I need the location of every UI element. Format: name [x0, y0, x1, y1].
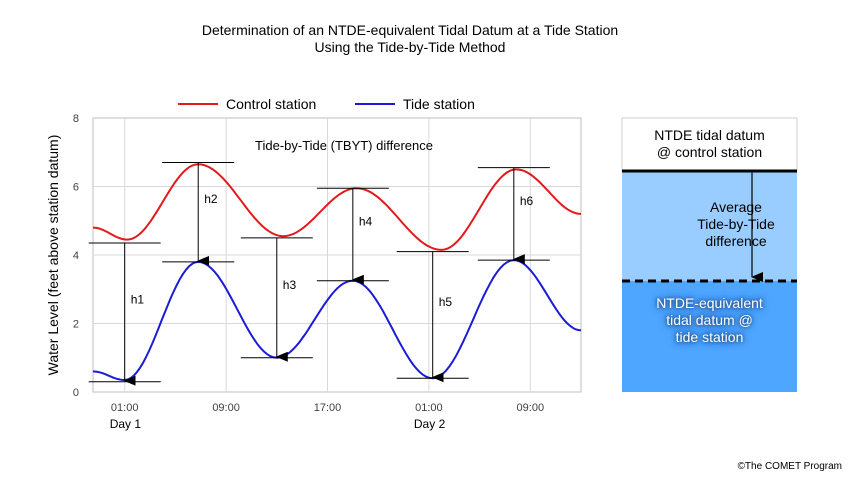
datum-box-bottom-label: NTDE-equivalent tidal datum @ tide stati… [622, 295, 797, 346]
difference-label-h4: h4 [359, 214, 373, 228]
y-tick-label: 0 [73, 387, 79, 399]
x-tick-label: 01:00 [415, 402, 443, 414]
top-label-line2: @ control station [656, 144, 763, 160]
copyright-notice: ©The COMET Program [737, 461, 842, 472]
x-tick-label: 01:00 [111, 402, 139, 414]
chart-title: Determination of an NTDE-equivalent Tida… [201, 22, 619, 38]
day-label: Day 2 [414, 417, 446, 431]
datum-box-bottom [622, 281, 797, 392]
difference-label-h6: h6 [520, 194, 534, 208]
y-tick-label: 2 [73, 319, 79, 331]
difference-label-h3: h3 [283, 278, 297, 292]
legend-label-tide: Tide station [403, 96, 475, 112]
difference-label-h1: h1 [131, 292, 145, 306]
legend-swatch-tide [355, 103, 395, 105]
datum-box-top [621, 117, 798, 172]
y-axis-label: Water Level (feet above station datum) [45, 135, 61, 376]
middle-label-line1: Average [710, 199, 762, 215]
x-tick-label: 09:00 [212, 402, 240, 414]
x-tick-label: 09:00 [517, 402, 545, 414]
tbyt-annotation: Tide-by-Tide (TBYT) difference [255, 138, 433, 153]
difference-label-h5: h5 [439, 295, 453, 309]
legend-label-control: Control station [226, 96, 317, 112]
y-tick-label: 6 [73, 182, 79, 194]
top-label-line1: NTDE tidal datum [654, 127, 765, 143]
bottom-label-line3: tide station [675, 329, 744, 345]
y-tick-label: 4 [73, 250, 79, 262]
difference-label-h2: h2 [204, 192, 218, 206]
chart-subtitle: Using the Tide-by-Tide Method [314, 39, 506, 55]
datum-box [621, 117, 798, 392]
middle-label-line2: Tide-by-Tide [697, 216, 775, 232]
bottom-label-line2: tidal datum @ [666, 312, 753, 328]
datum-box-top-label: NTDE tidal datum @ control station [622, 127, 797, 161]
legend-item-control-station: Control station [178, 96, 316, 112]
x-tick-label: 17:00 [314, 402, 342, 414]
day-label: Day 1 [110, 417, 142, 431]
datum-box-middle [622, 171, 797, 281]
bottom-label-line1: NTDE-equivalent [656, 295, 763, 311]
legend-item-tide-station: Tide station [355, 96, 475, 112]
control-station-line [92, 163, 582, 251]
tide-station-line [92, 259, 582, 381]
legend-swatch-control [178, 103, 218, 105]
middle-label-line3: difference [705, 233, 767, 249]
y-tick-label: 8 [73, 113, 79, 125]
datum-box-middle-label: Average Tide-by-Tide difference [656, 199, 816, 250]
